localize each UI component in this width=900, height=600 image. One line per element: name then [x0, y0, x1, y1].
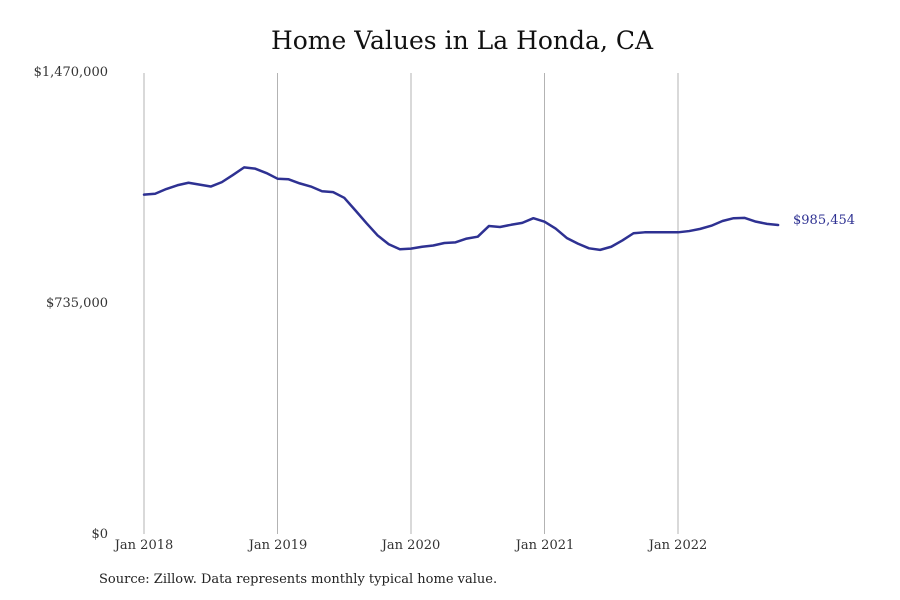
y-tick-label: $1,470,000 — [33, 65, 108, 80]
last-value-label: $985,454 — [793, 212, 856, 228]
home-value-line — [142, 166, 780, 252]
chart-title: Home Values in La Honda, CA — [270, 26, 654, 55]
x-tick-label: Jan 2018 — [114, 538, 174, 553]
x-tick-label: Jan 2022 — [648, 538, 708, 553]
source-note: Source: Zillow. Data represents monthly … — [99, 572, 498, 587]
x-tick-label: Jan 2020 — [381, 538, 441, 553]
y-tick-label: $735,000 — [45, 296, 108, 311]
x-tick-label: Jan 2019 — [248, 538, 308, 553]
x-tick-label: Jan 2021 — [515, 538, 575, 553]
y-tick-label: $0 — [91, 527, 108, 542]
